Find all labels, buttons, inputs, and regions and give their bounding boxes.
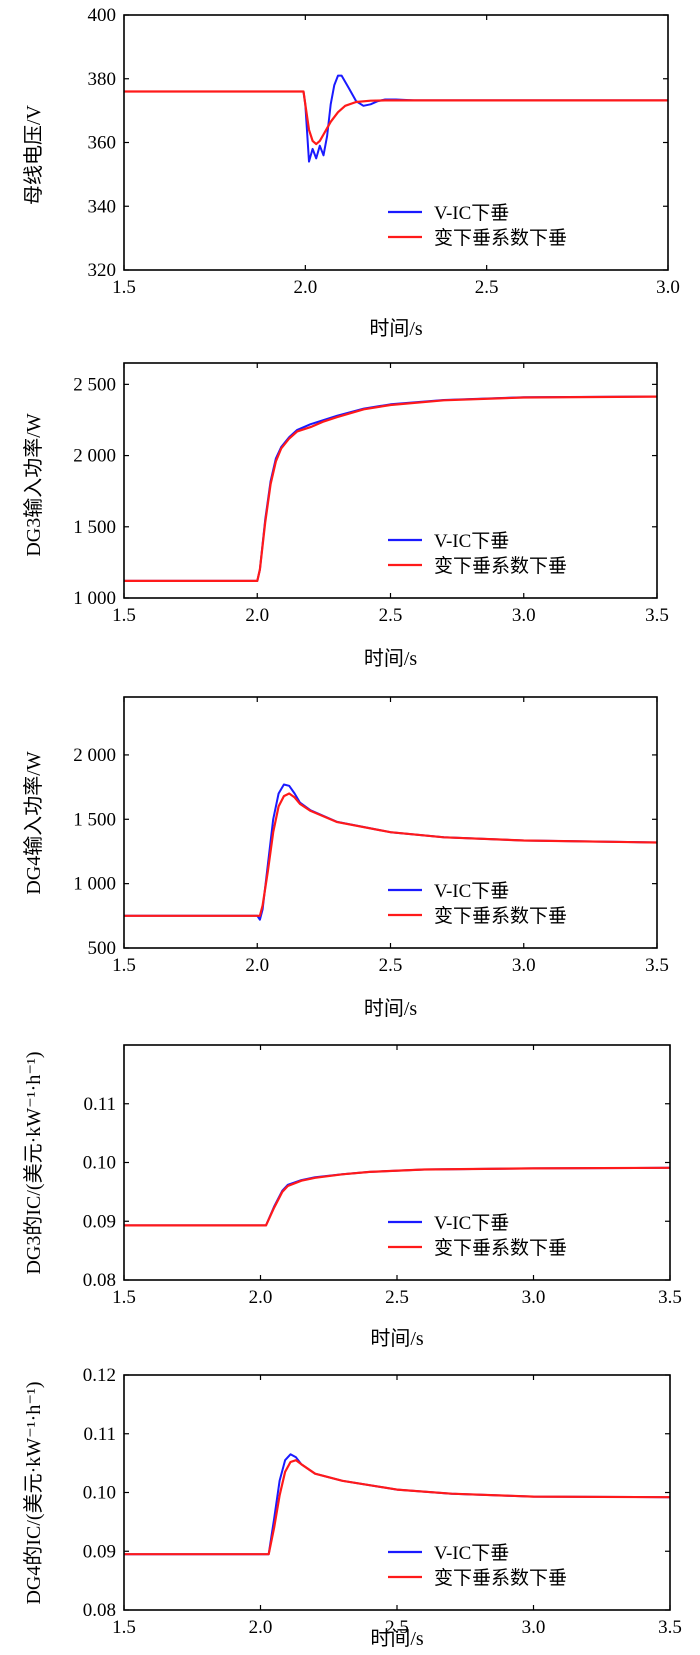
y-tick-label: 0.11 — [83, 1094, 116, 1115]
legend-label-series-vic-droop: V-IC下垂 — [434, 1212, 509, 1234]
y-tick-label: 0.09 — [83, 1541, 116, 1562]
x-axis-label: 时间/s — [364, 997, 418, 1020]
y-tick-label: 500 — [88, 938, 117, 959]
x-tick-label: 3.0 — [512, 605, 536, 626]
legend-label-series-variable-droop: 变下垂系数下垂 — [434, 555, 567, 577]
y-tick-label: 2 000 — [73, 745, 116, 766]
y-tick-label: 0.09 — [83, 1211, 116, 1232]
series-variable-droop-line — [124, 90, 668, 146]
legend-label-series-variable-droop: 变下垂系数下垂 — [434, 905, 567, 927]
y-tick-label: 0.08 — [83, 1270, 116, 1291]
x-tick-label: 1.5 — [112, 955, 136, 976]
series-variable-droop-line — [124, 395, 657, 582]
series-vic-droop-line — [124, 395, 657, 582]
x-tick-label: 3.0 — [522, 1287, 546, 1308]
plot-frame — [123, 1374, 671, 1611]
y-tick-label: 360 — [88, 133, 117, 154]
y-tick-label: 1 000 — [73, 588, 116, 609]
legend-label-series-vic-droop: V-IC下垂 — [434, 530, 509, 552]
x-axis-label: 时间/s — [364, 647, 418, 670]
legend-label-series-vic-droop: V-IC下垂 — [434, 1542, 509, 1564]
chart-panel-5: 1.5 2.0 2.5 3.0 3.5 0.08 0.09 0.10 0.11 0.12 时间/s D… — [22, 1365, 682, 1650]
x-tick-label: 3.0 — [656, 277, 680, 298]
y-tick-label: 380 — [88, 69, 117, 90]
x-tick-label: 3.5 — [645, 605, 669, 626]
series-vic-droop-line — [124, 1453, 670, 1556]
series-variable-droop-line — [124, 792, 657, 917]
y-tick-label: 0.12 — [83, 1365, 116, 1386]
series-variable-droop-line — [124, 1166, 670, 1227]
x-tick-label: 2.5 — [475, 277, 499, 298]
y-tick-label: 0.10 — [83, 1483, 116, 1504]
y-tick-label: 2 000 — [73, 446, 116, 467]
x-tick-label: 1.5 — [112, 277, 136, 298]
plot-frame — [123, 14, 669, 271]
chart-panel-1: 1.5 2.0 2.5 3.0 320 340 360 380 400 时间/s 母线电压/V V-I… — [22, 5, 680, 340]
x-axis-label: 时间/s — [369, 317, 423, 340]
x-tick-label: 3.0 — [522, 1617, 546, 1638]
chart-panel-4: 1.5 2.0 2.5 3.0 3.5 0.08 0.09 0.10 0.11 时间/s DG3的I… — [22, 1044, 682, 1350]
x-tick-label: 2.0 — [293, 277, 317, 298]
x-tick-label: 3.5 — [658, 1617, 682, 1638]
series-vic-droop-line — [124, 74, 668, 163]
series-vic-droop-line — [124, 783, 657, 921]
y-tick-label: 0.08 — [83, 1600, 116, 1621]
y-axis-label: 母线电压/V — [22, 104, 45, 205]
y-tick-label: 1 500 — [73, 809, 116, 830]
series-variable-droop-line — [124, 1459, 670, 1556]
x-tick-label: 2.0 — [249, 1287, 273, 1308]
x-tick-label: 1.5 — [112, 605, 136, 626]
y-tick-label: 0.10 — [83, 1153, 116, 1174]
y-tick-label: 1 000 — [73, 874, 116, 895]
x-tick-label: 3.5 — [658, 1287, 682, 1308]
x-tick-label: 2.0 — [245, 605, 269, 626]
x-tick-label: 1.5 — [112, 1287, 136, 1308]
chart-panel-3: 1.5 2.0 2.5 3.0 3.5 500 1 000 1 500 2 000 时间/s DG4… — [22, 696, 669, 1020]
y-tick-label: 1 500 — [73, 517, 116, 538]
y-axis-label: DG3的IC/(美元·kW⁻¹·h⁻¹) — [22, 1051, 45, 1274]
y-tick-label: 320 — [88, 260, 117, 281]
y-tick-label: 2 500 — [73, 374, 116, 395]
x-tick-label: 2.5 — [379, 955, 403, 976]
legend-label-series-variable-droop: 变下垂系数下垂 — [434, 1567, 567, 1589]
y-axis-label: DG4的IC/(美元·kW⁻¹·h⁻¹) — [22, 1381, 45, 1604]
y-axis-label: DG3输入功率/W — [22, 413, 45, 556]
y-tick-label: 400 — [88, 5, 117, 26]
y-tick-label: 340 — [88, 196, 117, 217]
plot-frame — [123, 1044, 671, 1281]
x-tick-label: 2.5 — [379, 605, 403, 626]
legend-label-series-variable-droop: 变下垂系数下垂 — [434, 227, 567, 249]
legend-label-series-variable-droop: 变下垂系数下垂 — [434, 1237, 567, 1259]
x-tick-label: 2.0 — [245, 955, 269, 976]
y-axis-label: DG4输入功率/W — [22, 751, 45, 894]
x-tick-label: 3.5 — [645, 955, 669, 976]
legend-label-series-vic-droop: V-IC下垂 — [434, 880, 509, 902]
x-tick-label: 2.0 — [249, 1617, 273, 1638]
x-axis-label: 时间/s — [370, 1627, 424, 1650]
plot-frame — [123, 362, 658, 599]
series-vic-droop-line — [124, 1166, 670, 1227]
x-tick-label: 3.0 — [512, 955, 536, 976]
x-tick-label: 2.5 — [385, 1617, 409, 1638]
chart-panel-2: 1.5 2.0 2.5 3.0 3.5 1 000 1 500 2 000 2 500 时间/s D… — [22, 362, 669, 670]
x-tick-label: 1.5 — [112, 1617, 136, 1638]
x-tick-label: 2.5 — [385, 1287, 409, 1308]
x-axis-label: 时间/s — [370, 1327, 424, 1350]
y-tick-label: 0.11 — [83, 1424, 116, 1445]
legend-label-series-vic-droop: V-IC下垂 — [434, 202, 509, 224]
plot-frame — [123, 696, 658, 949]
